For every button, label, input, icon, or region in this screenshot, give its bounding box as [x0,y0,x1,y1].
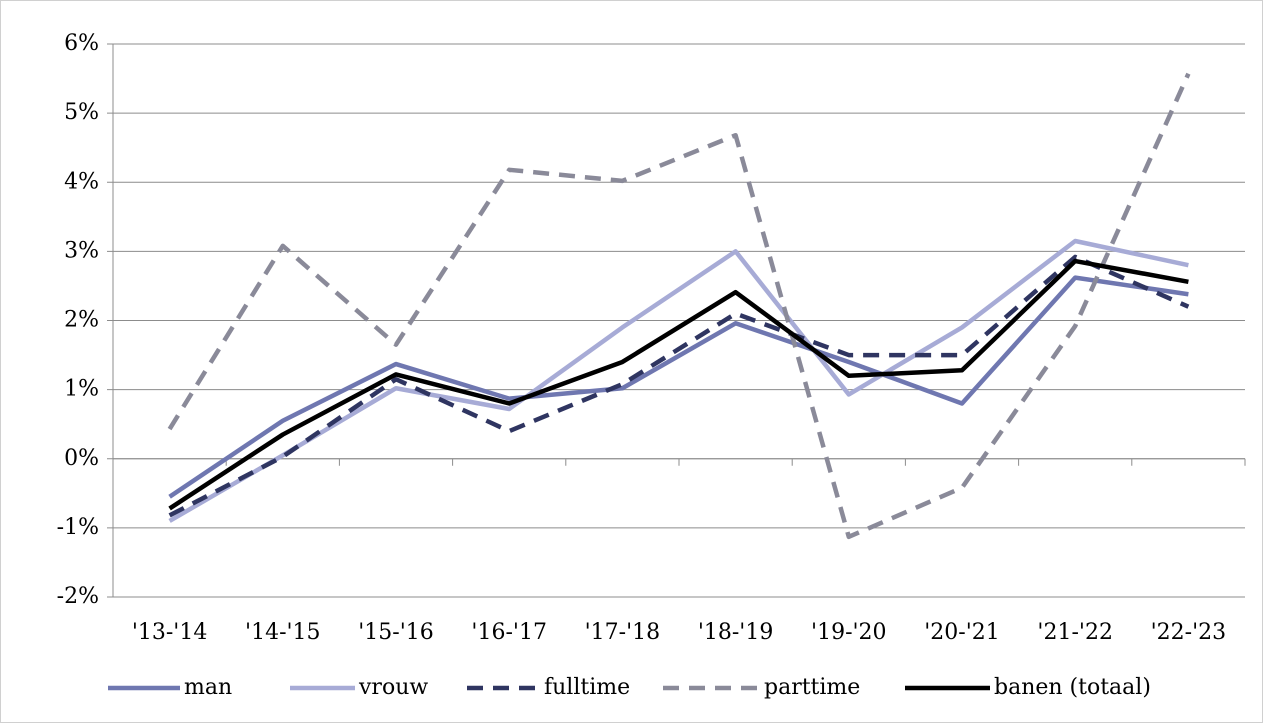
series-line [168,254,1190,518]
x-tick-label: '21-'22 [1037,620,1113,645]
series-line [167,72,1191,540]
y-tick-label: 4% [64,169,99,194]
y-tick-label: 2% [64,308,99,333]
series-line [168,238,1189,523]
x-tick-label: '17-'18 [585,620,661,645]
x-tick-label: '18-'19 [698,620,774,645]
legend-label: banen (totaal) [994,675,1151,700]
x-tick-label: '13-'14 [132,620,208,645]
y-tick-label: 1% [64,377,99,402]
y-tick-label: -1% [57,515,99,540]
x-tick-label: '15-'16 [358,620,434,645]
legend-label: vrouw [358,675,428,700]
x-tick-label: '20-'21 [924,620,1000,645]
legend-label: parttime [764,675,860,700]
series-line [168,258,1189,511]
y-tick-label: 6% [64,31,99,56]
y-tick-label: 3% [64,238,99,263]
x-tick-label: '22-'23 [1151,620,1227,645]
x-tick-label: '14-'15 [245,620,321,645]
x-tick-label: '16-'17 [471,620,547,645]
y-tick-label: 0% [64,446,99,471]
x-tick-label: '19-'20 [811,620,887,645]
series-line [168,275,1189,499]
y-tick-label: -2% [57,584,99,609]
legend-label: fulltime [544,675,630,700]
legend-label: man [184,675,232,700]
y-tick-label: 5% [64,100,99,125]
